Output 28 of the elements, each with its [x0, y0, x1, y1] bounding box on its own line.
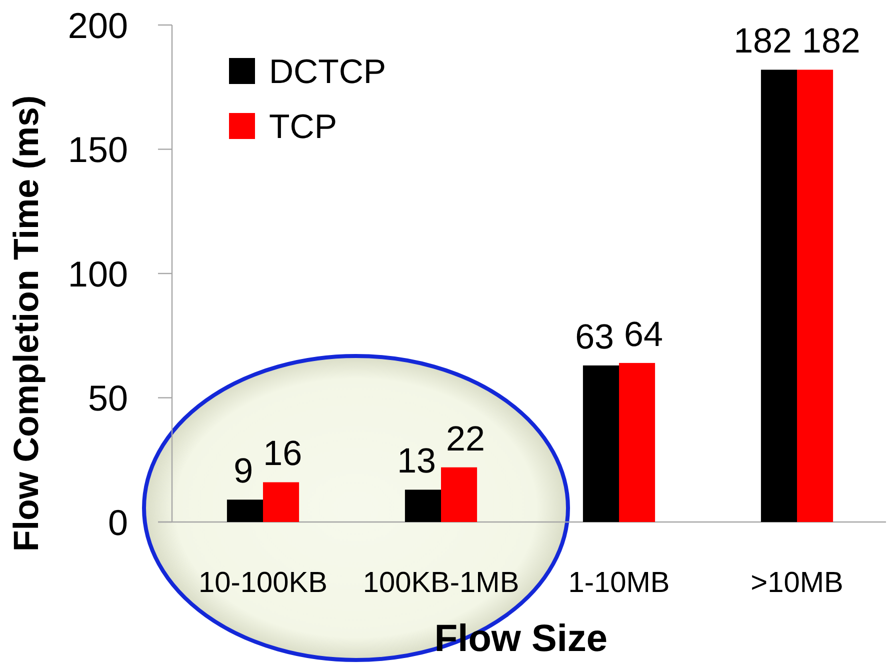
x-tick-label: 100KB-1MB — [362, 567, 520, 599]
bar — [760, 70, 797, 522]
data-label: 64 — [624, 314, 663, 354]
x-tick-label: 1-10MB — [568, 567, 670, 599]
data-label: 182 — [802, 22, 860, 61]
bar — [226, 500, 263, 522]
bar — [441, 467, 478, 522]
data-label: 16 — [263, 434, 302, 474]
y-axis-title: Flow Completion Time (ms) — [7, 95, 46, 552]
y-tick-label: 100 — [68, 253, 128, 294]
data-label: 182 — [734, 22, 792, 61]
x-tick-label: >10MB — [750, 567, 844, 599]
bar — [582, 365, 619, 522]
y-tick-label: 50 — [88, 378, 128, 419]
data-label: 22 — [446, 419, 485, 458]
data-label: 9 — [234, 452, 254, 491]
bar — [263, 482, 300, 522]
bar — [404, 490, 441, 522]
data-label: 13 — [397, 442, 436, 481]
y-tick-label: 150 — [68, 129, 128, 170]
y-tick-label: 200 — [68, 4, 128, 46]
legend-label: TCP — [269, 108, 337, 146]
x-tick-label: 10-100KB — [198, 567, 328, 599]
bar — [619, 362, 656, 522]
legend-label: DCTCP — [269, 53, 386, 91]
bar — [797, 70, 834, 522]
data-label: 63 — [575, 317, 614, 356]
y-tick-label: 0 — [108, 502, 128, 543]
